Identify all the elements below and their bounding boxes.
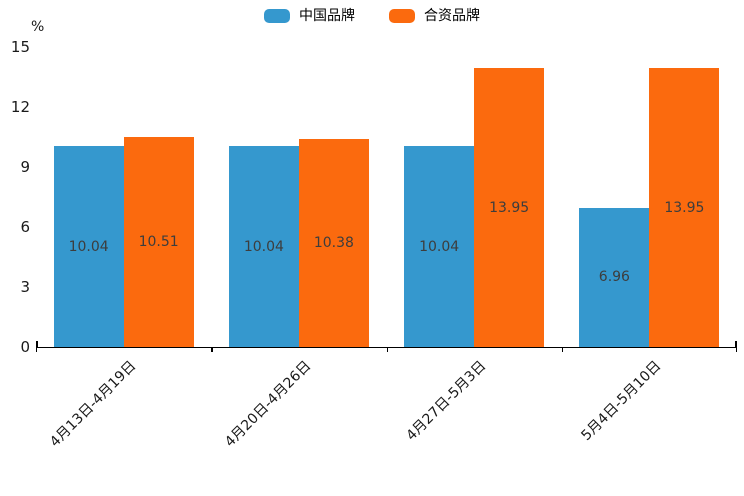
bar-中国品牌-5月4日-5月10日[interactable] [579, 207, 650, 347]
bar-合资品牌-4月27日-5月3日[interactable] [474, 68, 545, 347]
legend: 中国品牌 合资品牌 [0, 8, 744, 24]
bar-value-label: 6.96 [598, 269, 630, 286]
x-axis-category-label: 4月13日-4月19日 [46, 358, 139, 451]
y-axis-unit-label: % [31, 19, 45, 35]
x-axis-category-label: 4月20日-4月26日 [221, 358, 315, 451]
legend-label-joint-venture-brand: 合资品牌 [424, 8, 480, 24]
legend-swatch-china-brand-icon [264, 9, 290, 23]
x-axis-tick [735, 347, 737, 352]
bar-合资品牌-5月4日-5月10日[interactable] [649, 68, 720, 347]
legend-item-joint-venture-brand[interactable]: 合资品牌 [389, 8, 480, 24]
bar-中国品牌-4月13日-4月19日[interactable] [53, 146, 124, 347]
x-axis-tick [561, 347, 564, 352]
bar-中国品牌-4月27日-5月3日[interactable] [404, 146, 475, 347]
x-axis-tick [211, 347, 213, 352]
y-axis-tick-label: 12 [10, 98, 30, 116]
x-axis-tick [36, 347, 38, 352]
y-axis-tick-label: 9 [20, 158, 30, 176]
plot-area: 0 3 6 9 12 15 10.04 10.51 4月13日-4月19日 10.04 10.38 4… [11, 39, 737, 450]
legend-swatch-joint-venture-brand-icon [389, 9, 415, 23]
x-axis-endcap [36, 341, 38, 347]
bar-中国品牌-4月20日-4月26日[interactable] [228, 146, 299, 347]
legend-item-china-brand[interactable]: 中国品牌 [264, 8, 355, 24]
bar-value-label: 10.51 [138, 233, 179, 250]
bar-value-label: 13.95 [664, 199, 705, 216]
y-axis-tick-label: 3 [20, 278, 30, 296]
x-axis-category-label: 4月27日-5月3日 [403, 358, 490, 444]
bar-value-label: 13.95 [489, 199, 530, 216]
y-axis-tick-label: 6 [20, 218, 30, 236]
x-axis-endcap [735, 341, 737, 347]
x-axis-tick [386, 347, 388, 352]
bar-value-label: 10.04 [419, 238, 460, 255]
bar-value-label: 10.04 [68, 238, 109, 255]
bar-合资品牌-4月13日-4月19日[interactable] [123, 136, 194, 347]
y-axis-tick-label: 15 [10, 38, 30, 56]
legend-label-china-brand: 中国品牌 [299, 8, 355, 24]
bar-合资品牌-4月20日-4月26日[interactable] [298, 139, 369, 347]
x-axis-category-label: 5月4日-5月10日 [578, 358, 665, 444]
y-axis-tick-label: 0 [20, 338, 30, 356]
bar-value-label: 10.38 [313, 235, 354, 252]
bar-value-label: 10.04 [243, 238, 284, 255]
